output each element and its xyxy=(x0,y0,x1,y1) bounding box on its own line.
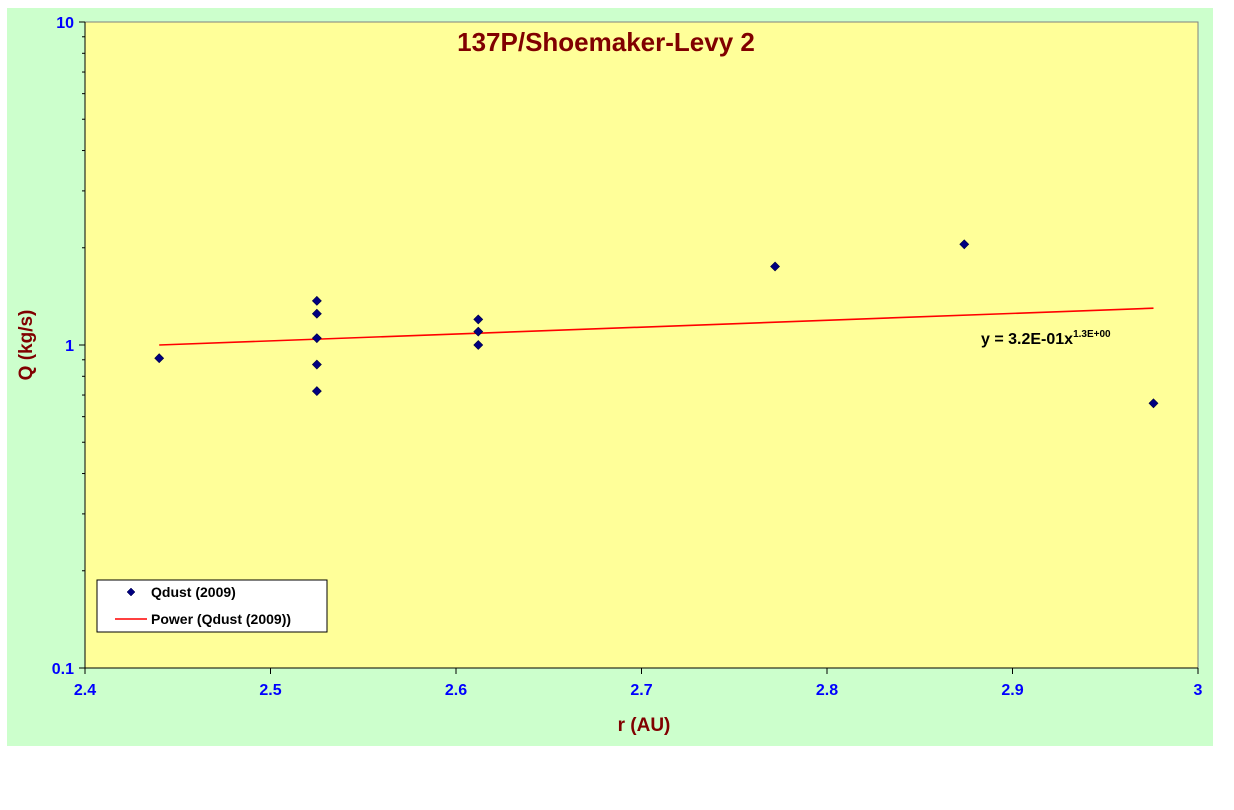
data-point xyxy=(959,239,970,250)
x-tick-label: 2.4 xyxy=(74,682,96,699)
legend-marker-qdust xyxy=(126,587,136,597)
x-tick-label: 2.9 xyxy=(1001,682,1023,699)
data-point xyxy=(311,386,322,397)
equation-main: y = 3.2E-01x xyxy=(981,331,1073,348)
trendline xyxy=(159,307,1154,346)
data-point xyxy=(311,295,322,306)
data-point xyxy=(770,261,780,272)
x-tick-label: 2.6 xyxy=(445,682,467,699)
ticks xyxy=(79,21,1199,674)
x-tick-label: 3 xyxy=(1194,682,1203,699)
data-point xyxy=(1148,398,1159,409)
y-tick-label: 0.1 xyxy=(52,661,74,678)
data-point xyxy=(154,353,165,364)
trendline-equation: y = 3.2E-01x1.3E+00 xyxy=(981,329,1111,348)
legend-label-qdust: Qdust (2009) xyxy=(151,584,236,600)
legend-label-power: Power (Qdust (2009)) xyxy=(151,611,291,627)
x-tick-label: 2.8 xyxy=(816,682,838,699)
x-tick-label: 2.5 xyxy=(259,682,281,699)
x-tick-label: 2.7 xyxy=(630,682,652,699)
equation-exponent: 1.3E+00 xyxy=(1073,329,1111,340)
y-tick-label: 10 xyxy=(56,15,74,32)
y-tick-label: 1 xyxy=(65,338,74,355)
chart-title: 137P/Shoemaker-Levy 2 xyxy=(457,27,755,57)
data-point xyxy=(473,314,484,325)
data-points xyxy=(154,239,1159,409)
y-axis-label: Q (kg/s) xyxy=(16,310,37,381)
data-point xyxy=(473,340,484,350)
data-point xyxy=(311,333,322,344)
legend-box xyxy=(96,579,328,633)
data-point xyxy=(311,359,322,370)
plot-area xyxy=(84,21,1199,669)
data-point xyxy=(473,326,484,337)
legend: Qdust (2009) Power (Qdust (2009)) xyxy=(96,579,328,633)
x-axis-label: r (AU) xyxy=(618,715,671,736)
tick-labels: 2.4 2.5 2.6 2.7 2.8 2.9 3 0.1 1 10 xyxy=(52,15,1203,699)
data-point xyxy=(311,308,322,319)
